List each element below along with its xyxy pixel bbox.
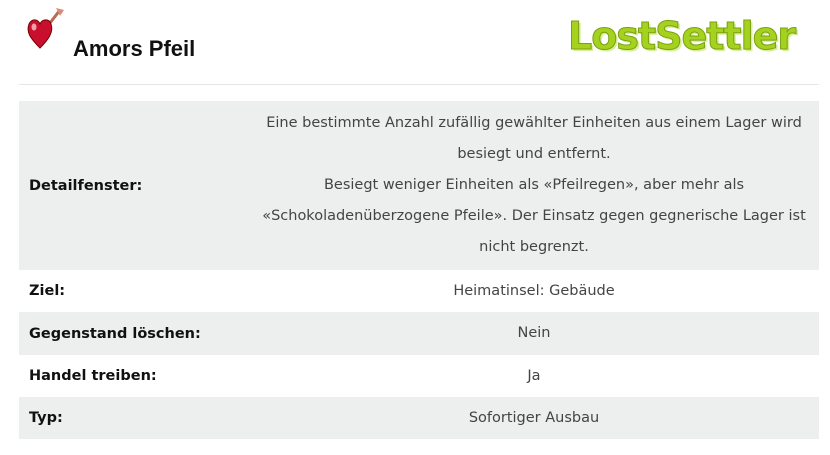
details-table: Detailfenster: Eine bestimmte Anzahl zuf…: [19, 101, 819, 439]
description-line: «Schokoladenüberzogene Pfeile». Der Eins…: [262, 208, 806, 224]
table-row: Ziel: Heimatinsel: Gebäude: [19, 270, 819, 312]
logo: LostSettler: [567, 14, 796, 59]
page-title: Amors Pfeil: [73, 36, 196, 61]
row-value: Sofortiger Ausbau: [468, 409, 600, 426]
row-value: Eine bestimmte Anzahl zufällig gewählter…: [249, 101, 819, 270]
table-row: Detailfenster: Eine bestimmte Anzahl zuf…: [19, 101, 819, 270]
table-row: Typ: Sofortiger Ausbau: [19, 397, 819, 439]
description-line: nicht begrenzt.: [479, 239, 589, 255]
row-label: Gegenstand löschen:: [29, 325, 201, 342]
description-line: Besiegt weniger Einheiten als «Pfeilrege…: [323, 177, 745, 193]
divider: [19, 84, 819, 85]
description-line: Eine bestimmte Anzahl zufällig gewählter…: [266, 115, 802, 131]
table-row: Handel treiben: Ja: [19, 355, 819, 397]
row-label: Detailfenster:: [29, 177, 143, 194]
row-label: Typ:: [29, 410, 63, 426]
header: Amors Pfeil LostSettler: [0, 0, 830, 85]
row-value: Ja: [527, 367, 541, 384]
row-label: Ziel:: [29, 283, 66, 299]
table-row: Gegenstand löschen: Nein: [19, 312, 819, 355]
row-value: Nein: [517, 325, 551, 341]
description-line: besiegt und entfernt.: [457, 146, 611, 162]
row-value: Heimatinsel: Gebäude: [453, 282, 615, 299]
heart-arrow-icon: [27, 8, 64, 49]
row-label: Handel treiben:: [29, 368, 157, 384]
